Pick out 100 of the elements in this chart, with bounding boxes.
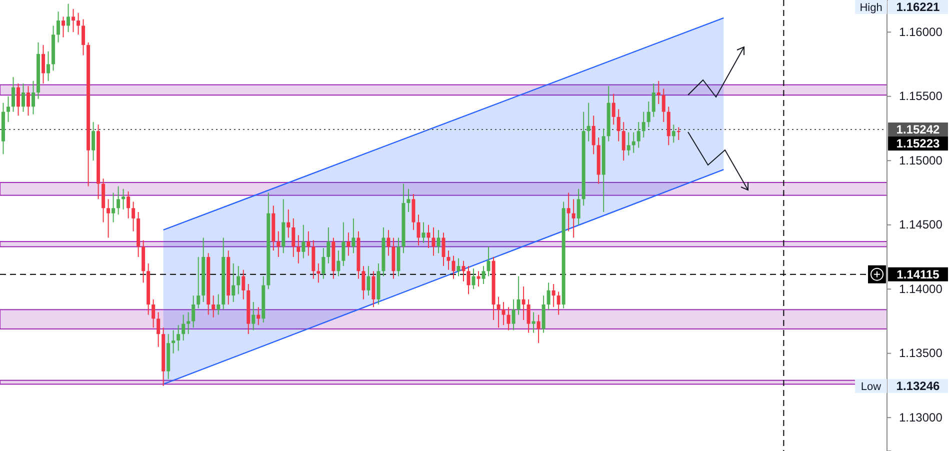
candlestick bbox=[436, 229, 440, 254]
y-tick-label: 1.14000 bbox=[899, 282, 943, 296]
candlestick bbox=[372, 270, 376, 308]
candlestick bbox=[286, 208, 290, 238]
y-tick-label: 1.16000 bbox=[899, 24, 943, 39]
candlestick bbox=[532, 312, 536, 334]
candlestick bbox=[452, 255, 456, 280]
candlestick bbox=[242, 269, 246, 300]
text: 1.13246 bbox=[896, 379, 940, 394]
candlestick bbox=[112, 192, 116, 223]
candlestick bbox=[536, 314, 540, 344]
candlestick bbox=[636, 122, 640, 148]
candlestick bbox=[362, 265, 366, 300]
candlestick bbox=[412, 194, 416, 230]
candlestick bbox=[632, 132, 636, 154]
candlestick bbox=[612, 93, 616, 126]
candlestick bbox=[346, 232, 350, 256]
candlestick bbox=[566, 192, 570, 232]
candlestick bbox=[316, 262, 320, 284]
candlestick bbox=[192, 295, 196, 328]
candlestick bbox=[256, 306, 260, 326]
candlestick bbox=[586, 102, 590, 142]
candlestick bbox=[296, 234, 300, 264]
candlestick bbox=[626, 132, 630, 156]
candlestick bbox=[652, 83, 656, 118]
candlestick bbox=[116, 186, 120, 216]
candlestick bbox=[496, 296, 500, 328]
candlestick bbox=[456, 258, 460, 277]
candlestick bbox=[252, 301, 256, 331]
candlestick bbox=[422, 222, 426, 244]
candlestick bbox=[126, 190, 130, 219]
candlestick bbox=[642, 111, 646, 138]
candlestick bbox=[56, 11, 60, 43]
candlestick bbox=[512, 298, 516, 331]
ref-line-label: 1.15242 bbox=[896, 122, 940, 137]
candlestick bbox=[216, 294, 220, 316]
candlestick bbox=[552, 283, 556, 308]
candlestick bbox=[622, 122, 626, 162]
text: 1.15223 bbox=[896, 136, 940, 151]
candlestick bbox=[82, 18, 86, 56]
candlestick bbox=[672, 124, 676, 144]
candlestick bbox=[526, 298, 530, 334]
candlestick bbox=[66, 3, 70, 33]
candlestick bbox=[172, 330, 176, 354]
candlestick bbox=[482, 265, 486, 284]
candlestick bbox=[646, 101, 650, 128]
candlestick bbox=[92, 122, 96, 162]
candlestick bbox=[62, 16, 66, 38]
candlestick bbox=[476, 270, 480, 288]
candlestick bbox=[366, 265, 370, 296]
candlestick bbox=[572, 198, 576, 238]
candlestick bbox=[212, 295, 216, 318]
candlestick bbox=[656, 80, 660, 105]
candlestick bbox=[576, 188, 580, 226]
candlestick bbox=[386, 229, 390, 256]
candlestick bbox=[466, 265, 470, 295]
candlestick bbox=[236, 265, 240, 295]
candlestick bbox=[132, 201, 136, 232]
candlestick bbox=[32, 80, 36, 115]
candlestick bbox=[426, 224, 430, 248]
ref-line-label: 1.14115 bbox=[896, 268, 940, 282]
candlestick bbox=[432, 226, 436, 256]
y-tick-label: 1.15500 bbox=[899, 89, 943, 104]
candlestick bbox=[196, 256, 200, 309]
candlestick bbox=[106, 198, 110, 238]
candlestick bbox=[182, 314, 186, 341]
candlestick bbox=[156, 312, 160, 348]
candlestick bbox=[522, 286, 526, 320]
candlestick bbox=[506, 306, 510, 331]
candlestick bbox=[462, 260, 466, 282]
annotation: Low bbox=[860, 380, 882, 393]
candlestick bbox=[176, 324, 180, 352]
candlestick bbox=[22, 83, 26, 112]
candlestick bbox=[276, 230, 280, 258]
candlestick bbox=[676, 126, 680, 141]
annotation: High bbox=[860, 2, 882, 14]
candlestick bbox=[326, 226, 330, 264]
candlestick bbox=[592, 115, 596, 155]
candlestick bbox=[616, 108, 620, 142]
candlestick bbox=[302, 224, 306, 259]
candlestick bbox=[442, 232, 446, 266]
candlestick bbox=[152, 298, 156, 328]
candlestick bbox=[306, 230, 310, 256]
candlestick bbox=[406, 188, 410, 213]
candlestick bbox=[516, 276, 520, 316]
text: 1.16221 bbox=[896, 0, 940, 14]
candlestick bbox=[416, 214, 420, 246]
candlestick bbox=[122, 188, 126, 210]
candlestick bbox=[502, 301, 506, 326]
y-tick-label: 1.13000 bbox=[899, 410, 943, 424]
candlestick bbox=[76, 12, 80, 36]
candlestick bbox=[662, 88, 666, 123]
candlestick bbox=[446, 250, 450, 270]
candlestick bbox=[546, 282, 550, 310]
candlestick bbox=[322, 247, 326, 280]
candlestick bbox=[556, 291, 560, 316]
candlestick bbox=[342, 222, 346, 266]
candlestick bbox=[42, 44, 46, 84]
candlestick bbox=[72, 8, 76, 33]
candlestick bbox=[336, 250, 340, 277]
